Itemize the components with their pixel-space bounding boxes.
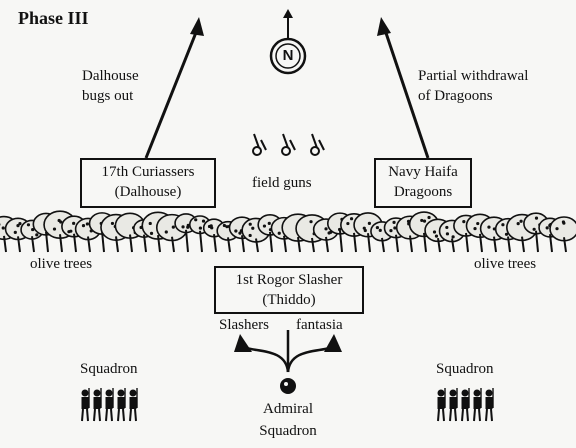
soldier-icon [485,388,494,422]
slashers-advance-arrow [234,334,290,373]
soldier-icon [473,388,482,422]
soldier-icon [105,388,114,422]
soldier-icon [117,388,126,422]
admiral-line1: Admiral [263,401,313,417]
soldier-icon [81,388,90,422]
fantasia-advance-arrow [286,334,342,373]
phase-title: Phase III [18,8,89,28]
squadron-right-label: Squadron [436,361,494,377]
field-guns-label: field guns [252,175,312,191]
admiral-marker-icon [280,378,296,394]
slasher-line1: 1st Rogor Slasher [235,272,343,288]
slashers-label: Slashers [219,317,269,333]
admiral-line2: Squadron [259,423,317,439]
soldier-icon [449,388,458,422]
dalhouse-note-line1: Dalhouse [82,68,139,84]
dragoons-note-line2: of Dragoons [418,88,493,104]
slasher-unit-box: 1st Rogor Slasher (Thiddo) [214,266,364,314]
olive-trees-right-label: olive trees [474,256,537,272]
curiassers-withdrawal-arrow [144,17,204,159]
dragoons-note-line1: Partial withdrawal [418,68,529,84]
fantasia-label: fantasia [296,317,343,333]
curiassers-line1: 17th Curiassers [101,164,195,180]
soldier-icon [461,388,470,422]
admiral-marker-highlight [284,382,288,386]
olive-trees-left-label: olive trees [30,256,93,272]
squadron-right-soldiers-icon [437,388,494,422]
curiassers-line2: (Dalhouse) [114,184,182,200]
dalhouse-note: Dalhouse bugs out [82,66,139,106]
field-guns-icon [252,133,325,156]
soldier-icon [129,388,138,422]
north-compass-icon [269,9,307,75]
squadron-left-label: Squadron [80,361,138,377]
slasher-line2: (Thiddo) [262,292,316,308]
soldier-icon [93,388,102,422]
soldier-icon [437,388,446,422]
admiral-squadron-label: Admiral Squadron [252,398,324,442]
compass-letter: N [282,47,294,64]
squadron-left-soldiers-icon [81,388,138,422]
dragoons-line1: Navy Haifa [388,164,458,180]
dragoons-withdrawal-arrow [377,17,430,159]
curiassers-unit-box: 17th Curiassers (Dalhouse) [80,158,216,208]
dragoons-unit-box: Navy Haifa Dragoons [374,158,472,208]
dragoons-line2: Dragoons [393,184,453,200]
olive-tree-line [0,210,576,253]
dragoons-note: Partial withdrawal of Dragoons [418,66,528,106]
dalhouse-note-line2: bugs out [82,88,134,104]
